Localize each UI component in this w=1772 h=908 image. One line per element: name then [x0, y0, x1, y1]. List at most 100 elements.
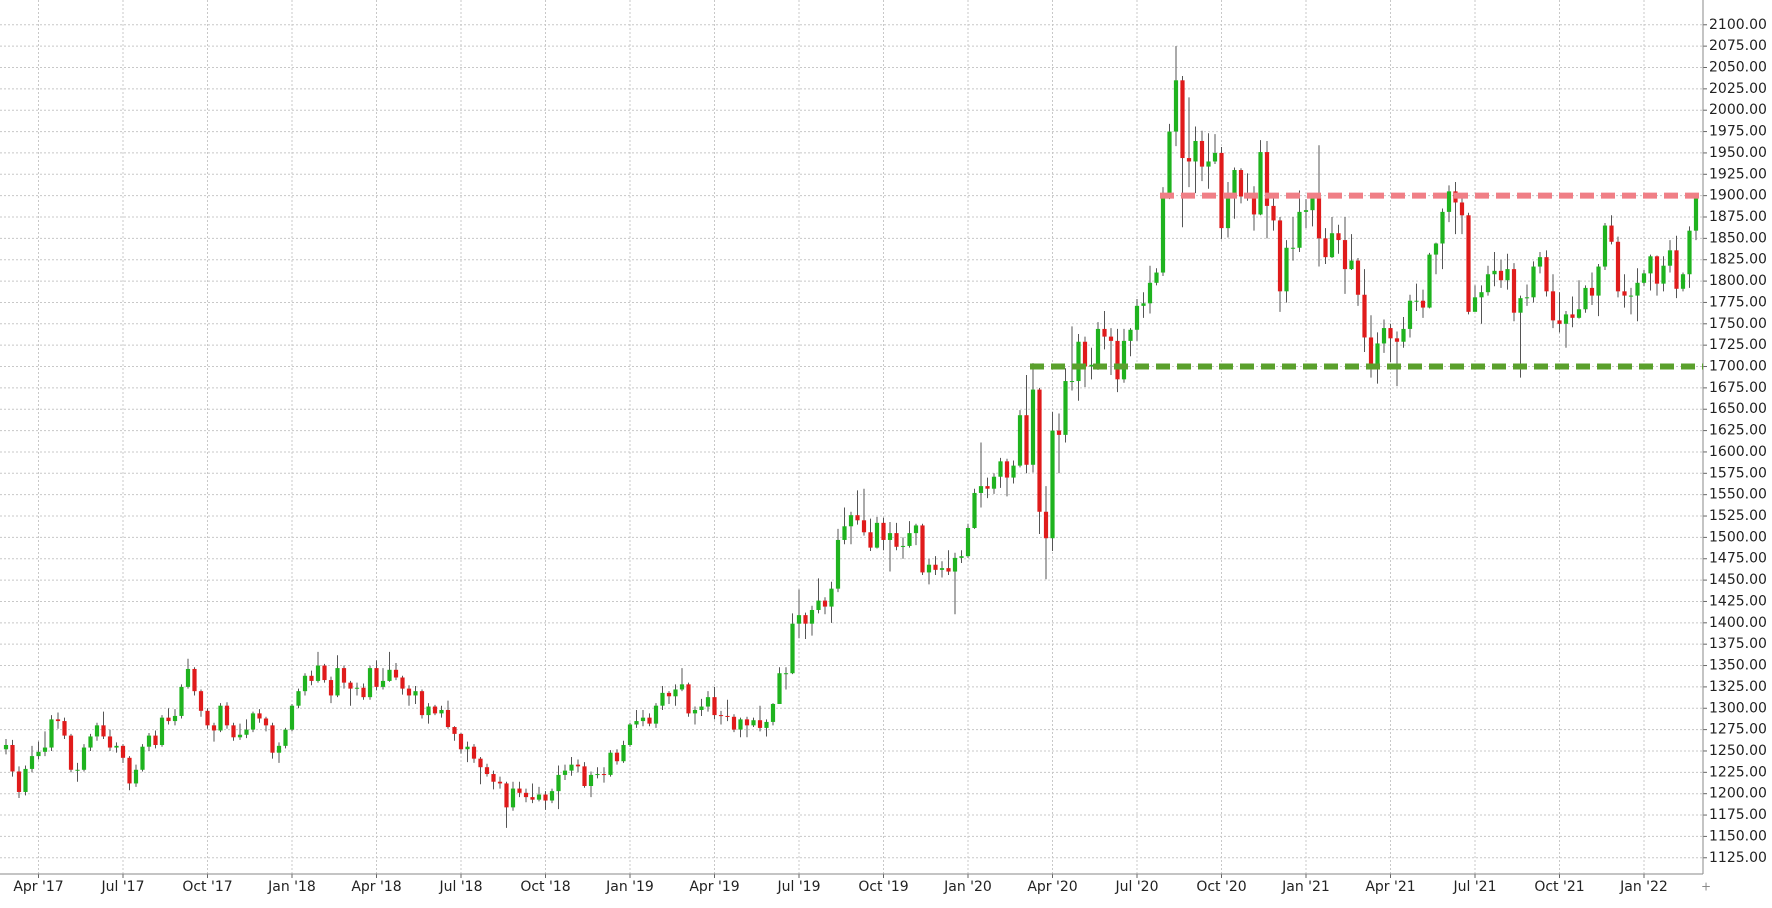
candle-body: [1589, 287, 1595, 296]
candle-body: [1329, 233, 1335, 258]
candle-body: [283, 729, 288, 746]
candle-body: [335, 668, 340, 696]
candle-body: [549, 791, 555, 801]
candle-body: [471, 746, 477, 759]
candle-body: [491, 774, 496, 782]
candle-body: [1557, 320, 1562, 324]
candle-body: [29, 756, 35, 769]
y-tick-label: 1875.00: [1709, 209, 1767, 225]
candle-body: [1537, 257, 1543, 267]
candle-body: [42, 747, 48, 752]
candle-body: [731, 716, 737, 730]
candle-body: [1388, 328, 1393, 339]
candle-body: [146, 735, 152, 747]
candle-body: [81, 747, 87, 770]
candle-body: [387, 669, 392, 681]
candle-body: [686, 684, 691, 714]
candle-body: [1043, 511, 1049, 539]
candle-body: [1661, 265, 1666, 284]
x-tick-label: Oct '17: [182, 879, 232, 895]
y-tick-label: 1650.00: [1709, 401, 1767, 417]
candle-body: [62, 721, 67, 736]
candle-body: [419, 691, 425, 716]
candle-body: [1596, 266, 1601, 296]
candle-body: [744, 719, 750, 726]
candle-body: [55, 719, 61, 722]
grid: [0, 0, 1703, 874]
candle-body: [757, 720, 763, 728]
candle-body: [959, 556, 964, 558]
candle-body: [1212, 152, 1218, 162]
x-tick-label: Jan '18: [267, 879, 316, 895]
candle-body: [1544, 257, 1549, 292]
candle-body: [1622, 291, 1627, 296]
candle-body: [1427, 254, 1432, 308]
candle-body: [302, 675, 308, 692]
y-tick-label: 1400.00: [1709, 615, 1767, 631]
candle-body: [822, 600, 828, 607]
candle-body: [127, 757, 132, 784]
candle-body: [1193, 140, 1198, 162]
candle-body: [393, 669, 399, 678]
candle-body: [1050, 430, 1055, 539]
candle-body: [1524, 297, 1530, 299]
y-tick-label: 1250.00: [1709, 743, 1767, 759]
candle-body: [153, 735, 158, 745]
candle-body: [1310, 197, 1315, 211]
candle-body: [816, 600, 821, 611]
y-tick-label: 2100.00: [1709, 17, 1767, 33]
candle-body: [1147, 282, 1153, 304]
candle-body: [601, 774, 607, 776]
candle-body: [920, 525, 925, 573]
candle-body: [829, 588, 834, 607]
candle-body: [1342, 240, 1348, 270]
candle-body: [1264, 152, 1270, 206]
candle-body: [1258, 152, 1263, 215]
candle-body: [608, 752, 613, 775]
y-tick-label: 1375.00: [1709, 636, 1767, 652]
candle-body: [315, 665, 321, 681]
candle-body: [380, 680, 386, 687]
candle-body: [790, 623, 795, 674]
x-tick-label: Jul '20: [1114, 879, 1158, 895]
candle-body: [1446, 191, 1452, 212]
candle-body: [1336, 233, 1341, 241]
candle-body: [972, 492, 977, 528]
y-tick-label: 1425.00: [1709, 593, 1767, 609]
candle-body: [244, 729, 249, 735]
candle-body: [1375, 343, 1380, 367]
candle-body: [1303, 210, 1309, 212]
candle-body: [1167, 131, 1172, 194]
y-tick-label: 1925.00: [1709, 166, 1767, 182]
candle-body: [250, 713, 256, 730]
candle-body: [1498, 270, 1504, 281]
candle-body: [536, 794, 542, 800]
candle-body: [49, 719, 54, 748]
candle-body: [263, 718, 269, 726]
candle-body: [783, 673, 789, 675]
y-tick-label: 1575.00: [1709, 465, 1767, 481]
candle-body: [666, 692, 672, 697]
candle-body: [1160, 193, 1166, 273]
x-tick-label: Apr '18: [351, 879, 401, 895]
y-tick-label: 1450.00: [1709, 572, 1767, 588]
candle-body: [900, 545, 906, 547]
candle-body: [764, 721, 769, 728]
candle-body: [705, 697, 711, 707]
candle-body: [322, 665, 327, 681]
candle-body: [634, 721, 639, 725]
candle-body: [88, 736, 93, 748]
candle-body: [1641, 273, 1647, 283]
candle-body: [354, 687, 360, 689]
candle-body: [510, 788, 516, 808]
candle-body: [881, 522, 886, 540]
candle-body: [1466, 215, 1471, 312]
candle-body: [679, 684, 685, 690]
candle-body: [94, 725, 100, 737]
y-tick-label: 1850.00: [1709, 230, 1767, 246]
candle-body: [1648, 256, 1653, 274]
candle-body: [1134, 305, 1140, 330]
candle-body: [231, 725, 236, 738]
candle-body: [991, 476, 997, 489]
candle-body: [1381, 328, 1387, 344]
